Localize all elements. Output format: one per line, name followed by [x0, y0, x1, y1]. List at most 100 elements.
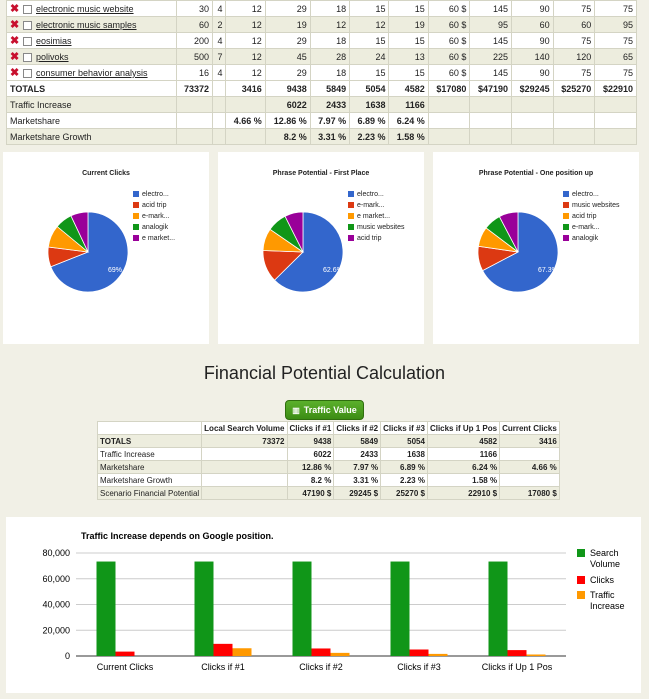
table-cell — [225, 96, 266, 113]
legend-item: analogik — [563, 234, 624, 243]
row-checkbox[interactable] — [23, 37, 32, 47]
pie-chart: 67.3% — [477, 211, 559, 293]
row-checkbox[interactable] — [23, 53, 32, 63]
y-tick-label: 60,000 — [42, 574, 70, 584]
pie-legend: electro... e-mark... e market... music webs… — [348, 190, 409, 245]
delete-icon[interactable]: ✖ — [10, 35, 20, 47]
row-label: Marketshare Growth — [6, 128, 177, 145]
table-cell: 1638 — [349, 96, 390, 113]
row-checkbox[interactable] — [23, 69, 32, 79]
table-cell: 22910 $ — [426, 486, 501, 500]
legend-swatch — [133, 235, 139, 241]
delete-icon[interactable]: ✖ — [10, 3, 20, 15]
keyword-link[interactable]: electronic music website — [36, 4, 134, 14]
legend-item: electro... — [348, 190, 409, 199]
row-checkbox[interactable] — [23, 21, 32, 31]
table-cell: 60 $ — [427, 64, 471, 81]
x-tick-label: Clicks if #2 — [299, 662, 343, 672]
table-cell: 2.23 % — [380, 473, 428, 487]
keyword-link[interactable]: polivoks — [36, 52, 69, 62]
table-cell: 3416 — [225, 80, 266, 97]
keyword-link[interactable]: eosimias — [36, 36, 72, 46]
column-header: Clicks if Up 1 Pos — [426, 421, 501, 435]
table-cell: 8.2 % — [264, 128, 311, 145]
table-cell: 75 — [552, 64, 596, 81]
table-cell: 12.86 % — [286, 460, 335, 474]
legend-label: acid trip — [142, 202, 167, 209]
delete-icon[interactable]: ✖ — [10, 19, 20, 31]
table-cell — [176, 96, 213, 113]
table-cell: 75 — [594, 0, 637, 17]
legend-label: music websites — [572, 202, 620, 209]
bar — [507, 650, 527, 656]
legend-item: e market... — [348, 212, 409, 221]
summary-row: Marketshare Growth 8.2 % 3.31 % 2.23 % 1.58 … — [6, 128, 637, 145]
summary-row: Marketshare 4.66 % 12.86 % 7.97 % 6.89 % 6.24… — [6, 112, 637, 129]
table-cell: 225 — [469, 48, 513, 65]
financial-table: Local Search Volume Clicks if #1 Clicks if… — [96, 421, 560, 500]
row-label: Marketshare — [96, 460, 203, 474]
keyword-link[interactable]: electronic music samples — [36, 20, 137, 30]
table-cell: 75 — [552, 0, 596, 17]
pie-center-label: 69% — [108, 267, 122, 274]
legend-label: e-mark... — [357, 202, 385, 209]
x-tick-label: Current Clicks — [97, 662, 154, 672]
table-cell: 29245 $ — [333, 486, 382, 500]
table-cell: 8.2 % — [286, 473, 335, 487]
table-cell: 12 — [225, 64, 266, 81]
delete-icon[interactable]: ✖ — [10, 67, 20, 79]
legend-label: acid trip — [572, 213, 597, 220]
keyword-cell: ✖ polivoks — [6, 48, 177, 65]
pie-slice — [273, 211, 344, 293]
legend-swatch — [133, 202, 139, 208]
table-cell — [552, 112, 596, 129]
table-cell: 16 — [176, 64, 213, 81]
pie-chart: 62.6% — [262, 211, 344, 293]
row-checkbox[interactable] — [23, 5, 32, 15]
delete-icon[interactable]: ✖ — [10, 51, 20, 63]
table-cell — [594, 112, 637, 129]
table-cell — [427, 96, 471, 113]
row-label: TOTALS — [96, 434, 203, 448]
legend-label: Volume — [590, 559, 620, 569]
y-tick-label: 20,000 — [42, 625, 70, 635]
table-cell: 60 — [176, 16, 213, 33]
legend-item: e-mark... — [133, 212, 194, 221]
table-cell: 5849 — [333, 434, 382, 448]
table-cell: 19 — [388, 16, 429, 33]
table-cell: 95 — [594, 16, 637, 33]
table-cell: 60 — [552, 16, 596, 33]
y-tick-label: 0 — [65, 651, 70, 661]
pie-current-clicks: Current Clicks 69% electro... acid trip e-… — [3, 152, 209, 344]
pie-title: Phrase Potential - One position up — [478, 170, 594, 177]
legend-swatch — [563, 235, 569, 241]
table-cell: 60 $ — [427, 0, 471, 17]
legend-swatch — [577, 591, 585, 599]
y-tick-label: 40,000 — [42, 600, 70, 610]
table-cell: 6.24 % — [388, 112, 429, 129]
column-header: Local Search Volume — [201, 421, 288, 435]
table-cell: 19 — [264, 16, 311, 33]
traffic-value-button[interactable]: ▥ Traffic Value — [285, 400, 364, 420]
table-cell: $22910 — [594, 80, 637, 97]
bar — [409, 649, 429, 656]
legend-item: electro... — [133, 190, 194, 199]
table-cell — [176, 128, 213, 145]
legend-item: music websites — [348, 223, 409, 232]
bar — [96, 561, 116, 656]
legend-swatch — [563, 224, 569, 230]
keyword-link[interactable]: consumer behavior analysis — [36, 68, 148, 78]
legend-item: acid trip — [563, 212, 624, 221]
table-cell: 1166 — [388, 96, 429, 113]
pie-slice — [498, 211, 519, 253]
legend-swatch — [348, 191, 354, 197]
table-cell: 75 — [552, 32, 596, 49]
table-row: ✖ consumer behavior analysis 16 4 12 29 18 15 15… — [6, 64, 637, 81]
legend-label: electro... — [142, 191, 169, 198]
legend-swatch — [348, 224, 354, 230]
table-cell: 2.23 % — [349, 128, 390, 145]
table-cell: 6.89 % — [380, 460, 428, 474]
table-row: Scenario Financial Potential 47190 $29245… — [96, 486, 560, 500]
keyword-cell: ✖ consumer behavior analysis — [6, 64, 177, 81]
table-cell: $25270 — [552, 80, 596, 97]
